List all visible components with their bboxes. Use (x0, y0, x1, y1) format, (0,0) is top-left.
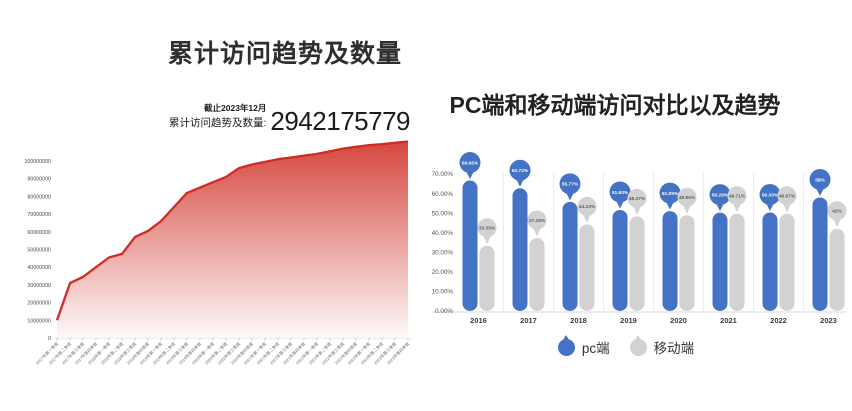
svg-text:50.29%: 50.29% (712, 192, 729, 198)
cumulative-chart-title: 累计访问趋势及数量 (167, 40, 402, 68)
bar-移动端-2017 (529, 238, 545, 311)
svg-text:58%: 58% (815, 177, 825, 183)
balloon-移动端-2021 (727, 186, 747, 206)
bar-移动端-2018 (579, 224, 595, 311)
year-label: 2020 (670, 316, 687, 325)
cumulative-total-value: 2942175779 (270, 106, 410, 137)
svg-text:48.95%: 48.95% (679, 195, 696, 201)
bar-pc端-2021 (712, 212, 728, 311)
year-label: 2022 (770, 316, 787, 325)
svg-text:30.00%: 30.00% (432, 249, 454, 256)
pc-legend-label: pc端 (581, 341, 610, 356)
area-fill (57, 141, 408, 338)
svg-text:50000000: 50000000 (27, 248, 51, 254)
area-line (55, 140, 409, 321)
stat-captions: 截止2023年12月 累计访问趋势及数量: (169, 102, 266, 133)
svg-text:37.28%: 37.28% (529, 218, 546, 224)
balloon-移动端-2018 (577, 196, 597, 216)
mobile-legend-label: 移动端 (653, 341, 695, 356)
chart-legend: pc端 移动端 (426, 334, 826, 357)
balloon-pc端-2019 (609, 181, 631, 203)
svg-text:0: 0 (48, 336, 51, 342)
cumulative-visits-panel: 累计访问趋势及数量 截止2023年12月 累计访问趋势及数量: 29421757… (24, 40, 412, 366)
bar-pc端-2020 (662, 211, 678, 311)
balloon-pc端-2017 (509, 159, 531, 181)
svg-text:55.77%: 55.77% (562, 182, 579, 188)
bar-pc端-2022 (762, 212, 778, 311)
svg-text:42%: 42% (832, 209, 842, 215)
svg-text:40000000: 40000000 (27, 265, 51, 271)
year-label: 2023 (820, 316, 837, 325)
bar-pc端-2018 (562, 201, 578, 311)
cumulative-total-stat: 截止2023年12月 累计访问趋势及数量: 2942175779 (169, 102, 411, 137)
year-label: 2021 (720, 316, 737, 325)
svg-text:50.33%: 50.33% (762, 192, 779, 198)
svg-text:20.00%: 20.00% (432, 269, 454, 276)
legend-item-mobile: 移动端 (629, 334, 695, 357)
bar-移动端-2016 (479, 245, 495, 311)
svg-text:90000000: 90000000 (27, 177, 51, 183)
svg-text:70.00%: 70.00% (432, 171, 454, 178)
lollipop-chart-plot: 70.00% 60.00% 50.00% 40.00% 30.00% 20.00% 10.0… (432, 152, 847, 325)
bar-pc端-2016 (462, 180, 478, 311)
svg-text:49.67%: 49.67% (779, 194, 796, 200)
pc-legend-dot-icon (557, 334, 575, 356)
balloon-pc端-2021 (709, 184, 731, 206)
balloon-移动端-2017 (527, 210, 547, 230)
svg-text:80000000: 80000000 (27, 194, 51, 200)
legend-item-pc: pc端 (557, 334, 610, 357)
as-of-date-label: 截止2023年12月 (204, 103, 267, 113)
balloon-pc端-2020 (659, 182, 681, 204)
bar-移动端-2020 (679, 215, 695, 311)
svg-text:50.00%: 50.00% (432, 210, 454, 217)
svg-text:60000000: 60000000 (27, 230, 51, 236)
mobile-legend-dot-icon (629, 334, 647, 356)
area-chart-plot: 0 10000000 20000000 30000000 40000000 5000000… (24, 140, 412, 366)
svg-text:49.71%: 49.71% (729, 194, 746, 200)
svg-text:62.72%: 62.72% (512, 168, 529, 174)
balloon-pc端-2023 (809, 168, 831, 190)
svg-text:51.05%: 51.05% (662, 191, 679, 197)
svg-text:44.23%: 44.23% (579, 204, 596, 210)
bar-移动端-2021 (729, 213, 745, 311)
balloon-pc端-2016 (459, 152, 481, 174)
year-label: 2017 (520, 316, 537, 325)
svg-text:40.00%: 40.00% (432, 230, 454, 237)
bar-移动端-2019 (629, 216, 645, 311)
svg-text:51.63%: 51.63% (612, 190, 629, 196)
pc-mobile-panel: PC端和移动端访问对比以及趋势 70.00% 60.00% 50.00% 40.00%… (426, 0, 852, 411)
svg-text:30000000: 30000000 (27, 283, 51, 289)
svg-text:100000000: 100000000 (24, 159, 51, 165)
balloon-移动端-2023 (827, 201, 847, 221)
balloon-pc端-2022 (759, 183, 781, 205)
svg-text:2017年第一季度: 2017年第一季度 (34, 340, 59, 365)
year-label: 2019 (620, 316, 637, 325)
svg-text:66.65%: 66.65% (462, 160, 479, 166)
svg-text:33.35%: 33.35% (479, 226, 496, 232)
bar-移动端-2022 (779, 213, 795, 311)
balloon-pc端-2018 (559, 173, 581, 195)
year-label: 2018 (570, 316, 587, 325)
year-label: 2016 (470, 316, 487, 325)
svg-text:0.00%: 0.00% (435, 308, 453, 315)
svg-text:48.37%: 48.37% (629, 196, 646, 202)
svg-text:60.00%: 60.00% (432, 191, 454, 198)
bar-pc端-2019 (612, 209, 628, 311)
svg-text:70000000: 70000000 (27, 212, 51, 218)
bar-pc端-2017 (512, 188, 528, 311)
bar-pc端-2023 (812, 197, 828, 311)
pc-mobile-chart-title: PC端和移动端访问对比以及趋势 (449, 92, 781, 118)
balloon-移动端-2022 (777, 186, 797, 206)
bar-移动端-2023 (829, 228, 845, 311)
svg-text:20000000: 20000000 (27, 301, 51, 307)
balloon-移动端-2019 (627, 188, 647, 208)
balloon-移动端-2020 (677, 187, 697, 207)
stat-label: 累计访问趋势及数量: (168, 117, 267, 129)
svg-text:10000000: 10000000 (27, 318, 51, 324)
svg-text:10.00%: 10.00% (432, 289, 454, 296)
balloon-移动端-2016 (477, 218, 497, 238)
